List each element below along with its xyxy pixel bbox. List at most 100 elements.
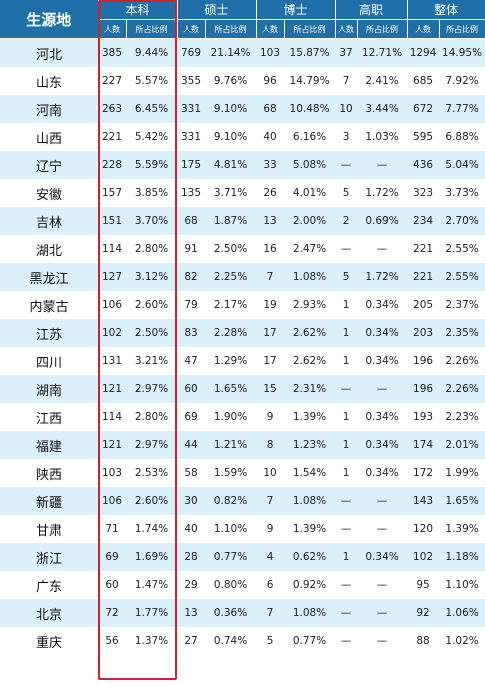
table-row: 河北 385 9.44% 769 21.14% 103 15.87% 37 12.71% 1294… <box>0 38 485 67</box>
sub-header-count: 人数 <box>177 19 206 39</box>
doctor-ratio-cell: 1.08% <box>284 599 336 627</box>
doctor-count-cell: 8 <box>256 431 285 459</box>
undergrad-ratio-cell: 1.74% <box>126 515 178 543</box>
vocational-ratio-cell: 12.71% <box>357 38 408 67</box>
province-cell: 河北 <box>0 38 98 67</box>
master-ratio-cell: 1.21% <box>205 431 257 459</box>
doctor-ratio-cell: 4.01% <box>284 179 336 207</box>
overall-ratio-cell: 2.35% <box>439 319 485 347</box>
master-ratio-cell: 1.29% <box>205 347 257 375</box>
vocational-ratio-cell: 0.34% <box>357 347 408 375</box>
undergrad-ratio-cell: 1.37% <box>126 627 178 655</box>
vocational-count-cell: — <box>335 599 358 627</box>
undergrad-count-cell: 263 <box>98 95 126 123</box>
master-count-cell: 58 <box>177 459 206 487</box>
master-count-cell: 47 <box>177 347 206 375</box>
overall-count-cell: 102 <box>407 543 440 571</box>
overall-count-cell: 234 <box>407 207 440 235</box>
master-count-cell: 769 <box>177 38 206 67</box>
undergrad-ratio-cell: 9.44% <box>126 38 178 67</box>
vocational-count-cell: 1 <box>335 431 358 459</box>
undergrad-ratio-cell: 2.50% <box>126 319 178 347</box>
undergrad-count-cell: 106 <box>98 291 126 319</box>
master-ratio-cell: 9.76% <box>205 67 257 95</box>
master-count-cell: 83 <box>177 319 206 347</box>
vocational-ratio-cell: 1.03% <box>357 123 408 151</box>
master-ratio-cell: 2.25% <box>205 263 257 291</box>
doctor-count-cell: 9 <box>256 403 285 431</box>
undergrad-ratio-cell: 1.77% <box>126 599 178 627</box>
vocational-ratio-cell: — <box>357 235 408 263</box>
doctor-count-cell: 40 <box>256 123 285 151</box>
master-count-cell: 69 <box>177 403 206 431</box>
master-count-cell: 29 <box>177 571 206 599</box>
overall-ratio-cell: 5.04% <box>439 151 485 179</box>
province-cell: 湖北 <box>0 235 98 263</box>
vocational-ratio-cell: — <box>357 487 408 515</box>
province-cell: 江西 <box>0 403 98 431</box>
table-row: 山西 221 5.42% 331 9.10% 40 6.16% 3 1.03% 595 6.88% <box>0 123 485 151</box>
doctor-ratio-cell: 2.31% <box>284 375 336 403</box>
group-header-doctor: 博士 <box>256 0 336 20</box>
table-row: 广东 60 1.47% 29 0.80% 6 0.92% — —95 1.10% <box>0 571 485 599</box>
master-ratio-cell: 21.14% <box>205 38 257 67</box>
master-ratio-cell: 0.74% <box>205 627 257 655</box>
master-ratio-cell: 4.81% <box>205 151 257 179</box>
doctor-ratio-cell: 1.39% <box>284 515 336 543</box>
master-count-cell: 91 <box>177 235 206 263</box>
province-cell: 新疆 <box>0 487 98 515</box>
overall-count-cell: 203 <box>407 319 440 347</box>
province-cell: 广东 <box>0 571 98 599</box>
table-row: 黑龙江 127 3.12% 82 2.25% 7 1.08% 5 1.72% 221 2.55% <box>0 263 485 291</box>
province-cell: 山东 <box>0 67 98 95</box>
doctor-ratio-cell: 15.87% <box>284 38 336 67</box>
doctor-count-cell: 7 <box>256 599 285 627</box>
doctor-ratio-cell: 0.77% <box>284 627 336 655</box>
vocational-count-cell: — <box>335 151 358 179</box>
overall-count-cell: 95 <box>407 571 440 599</box>
vocational-count-cell: 3 <box>335 123 358 151</box>
undergrad-count-cell: 69 <box>98 543 126 571</box>
doctor-count-cell: 7 <box>256 263 285 291</box>
undergrad-ratio-cell: 2.60% <box>126 291 178 319</box>
province-cell: 北京 <box>0 599 98 627</box>
vocational-ratio-cell: 2.41% <box>357 67 408 95</box>
vocational-count-cell: — <box>335 375 358 403</box>
overall-ratio-cell: 2.70% <box>439 207 485 235</box>
doctor-count-cell: 13 <box>256 207 285 235</box>
undergrad-count-cell: 121 <box>98 375 126 403</box>
overall-count-cell: 193 <box>407 403 440 431</box>
vocational-ratio-cell: 3.44% <box>357 95 408 123</box>
master-count-cell: 44 <box>177 431 206 459</box>
undergrad-ratio-cell: 1.69% <box>126 543 178 571</box>
sub-header-ratio: 所占比例 <box>284 19 336 39</box>
province-cell: 安徽 <box>0 179 98 207</box>
table-row: 湖南 121 2.97% 60 1.65% 15 2.31% — —196 2.26% <box>0 375 485 403</box>
vocational-count-cell: 1 <box>335 291 358 319</box>
table-row: 吉林 151 3.70% 68 1.87% 13 2.00% 2 0.69% 234 2.70% <box>0 207 485 235</box>
province-cell: 山西 <box>0 123 98 151</box>
province-cell: 吉林 <box>0 207 98 235</box>
doctor-ratio-cell: 2.47% <box>284 235 336 263</box>
master-ratio-cell: 2.50% <box>205 235 257 263</box>
province-cell: 内蒙古 <box>0 291 98 319</box>
overall-count-cell: 221 <box>407 235 440 263</box>
vocational-ratio-cell: 0.34% <box>357 431 408 459</box>
vocational-count-cell: 5 <box>335 263 358 291</box>
overall-count-cell: 672 <box>407 95 440 123</box>
table-row: 四川 131 3.21% 47 1.29% 17 2.62% 1 0.34% 196 2.26% <box>0 347 485 375</box>
doctor-ratio-cell: 14.79% <box>284 67 336 95</box>
undergrad-count-cell: 127 <box>98 263 126 291</box>
province-cell: 甘肃 <box>0 515 98 543</box>
master-ratio-cell: 2.17% <box>205 291 257 319</box>
master-count-cell: 135 <box>177 179 206 207</box>
table-row: 内蒙古 106 2.60% 79 2.17% 19 2.93% 1 0.34% 205 2.37% <box>0 291 485 319</box>
master-count-cell: 27 <box>177 627 206 655</box>
province-cell: 辽宁 <box>0 151 98 179</box>
sub-header-ratio: 所占比例 <box>357 19 408 39</box>
sub-header-ratio: 所占比例 <box>126 19 178 39</box>
master-ratio-cell: 0.36% <box>205 599 257 627</box>
undergrad-count-cell: 103 <box>98 459 126 487</box>
master-ratio-cell: 0.80% <box>205 571 257 599</box>
undergrad-ratio-cell: 2.97% <box>126 375 178 403</box>
